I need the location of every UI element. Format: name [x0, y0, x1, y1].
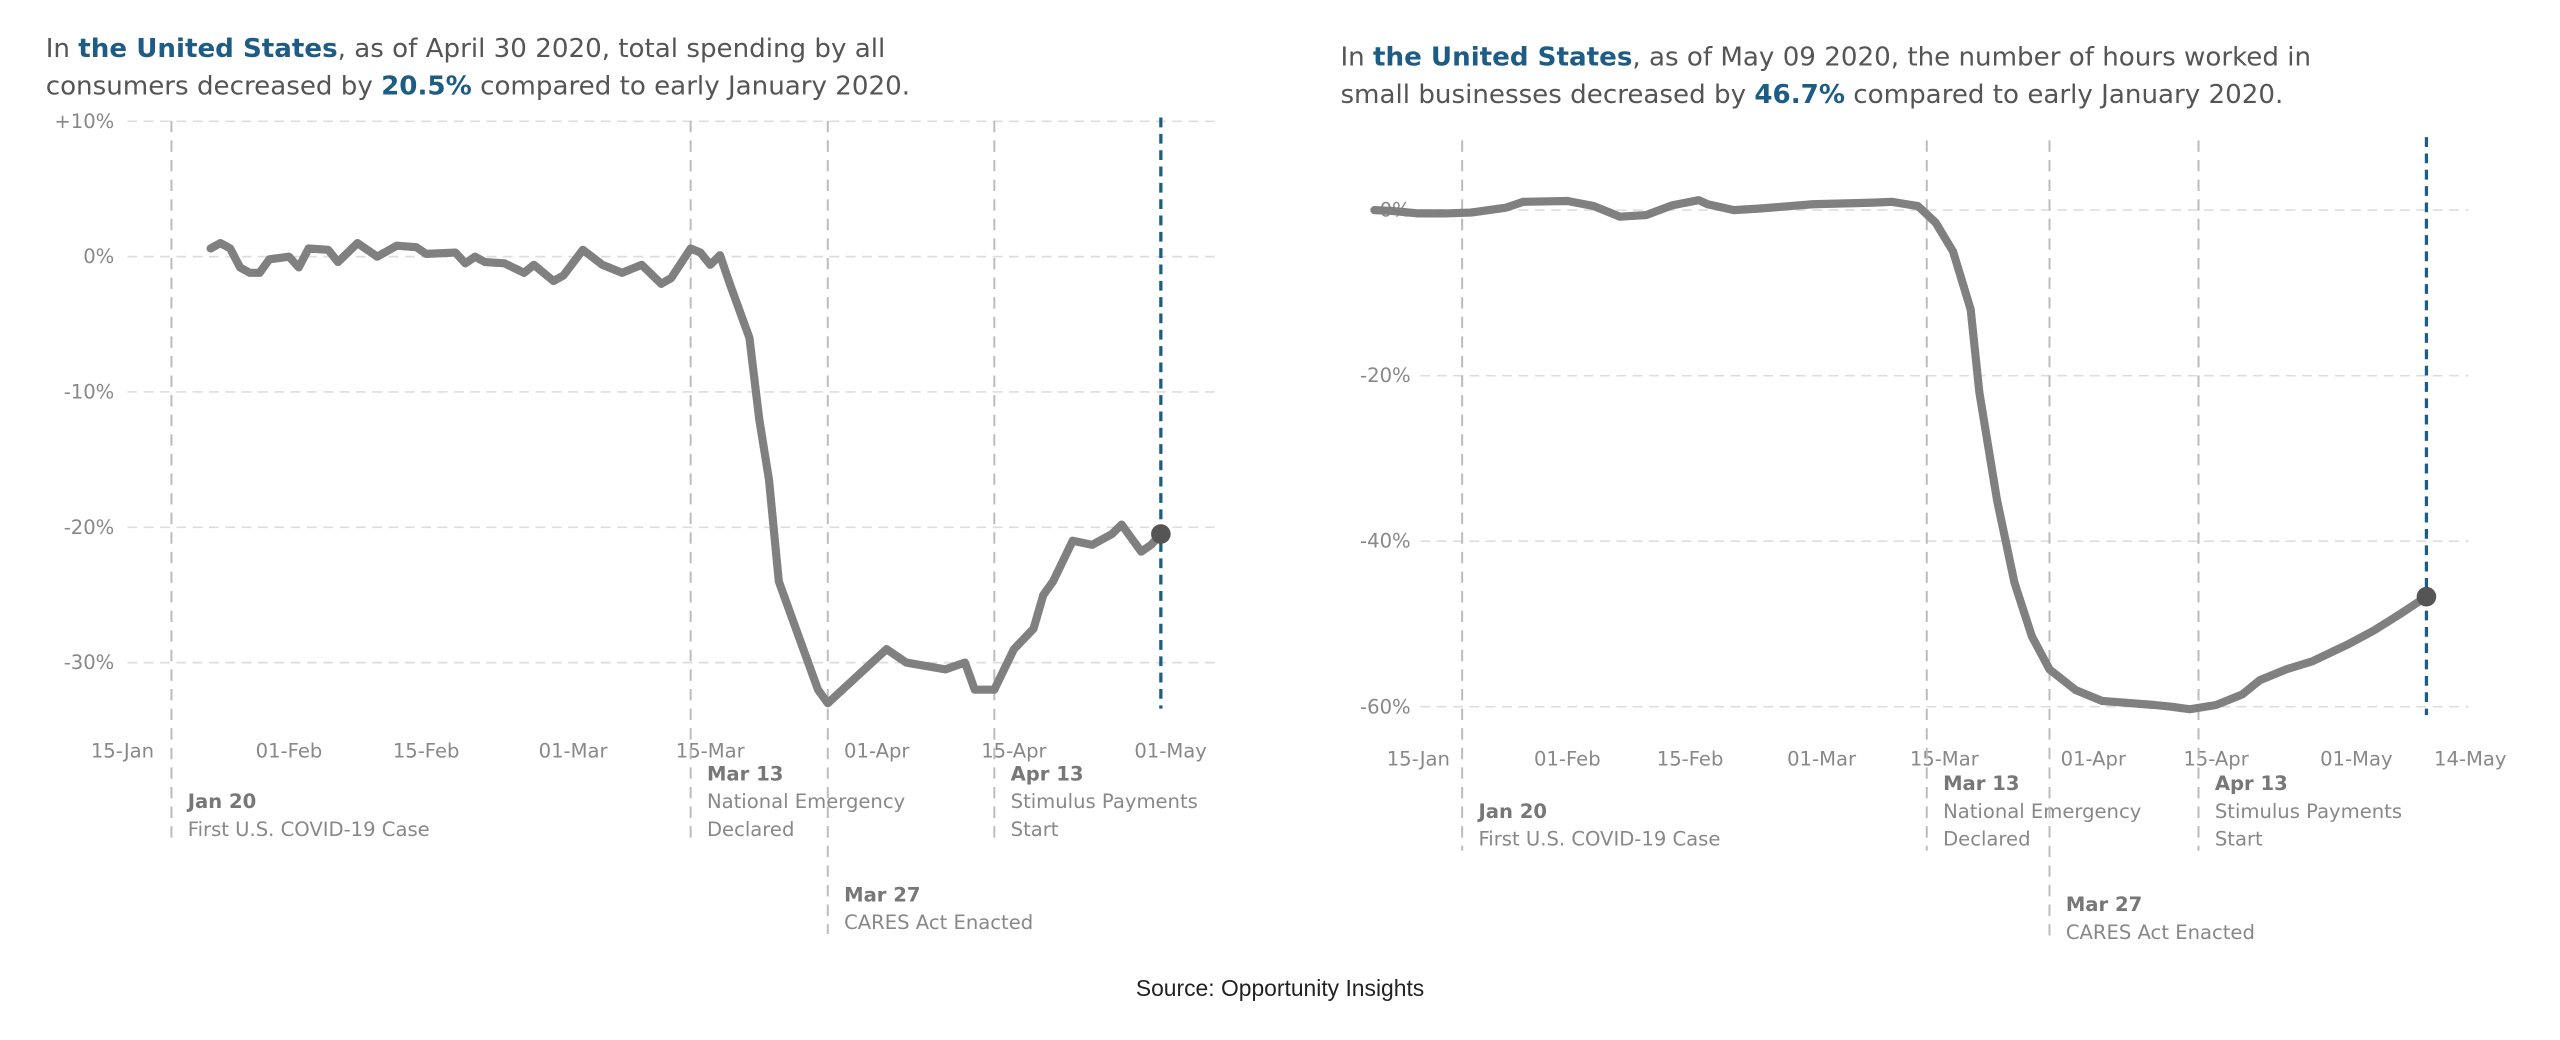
title-highlight: the United States [1373, 40, 1633, 72]
event-label: Apr 13 [1011, 762, 1084, 785]
x-tick-label: 01-Feb [256, 740, 323, 763]
event-label: Mar 13 [707, 762, 783, 785]
title-text: , as of April 30 2020, total spending by… [45, 32, 886, 102]
x-tick-label: 01-Apr [844, 740, 910, 763]
y-tick-label: -20% [1360, 364, 1411, 387]
y-tick-label: -30% [64, 651, 115, 674]
y-tick-label: -40% [1360, 530, 1411, 553]
event-label: Apr 13 [2215, 772, 2288, 795]
event-text: Stimulus Payments [1011, 790, 1198, 813]
title-text: In [45, 32, 79, 64]
title-highlight: 20.5% [381, 70, 472, 102]
title-highlight: the United States [78, 32, 338, 64]
title-text: , as of May 09 2020, the number of hours… [1340, 40, 2312, 110]
event-text: National Emergency [707, 790, 905, 813]
event-label: Jan 20 [186, 790, 257, 813]
event-text: First U.S. COVID-19 Case [188, 818, 430, 841]
event-label: Jan 20 [1476, 800, 1547, 823]
event-text: CARES Act Enacted [844, 911, 1033, 934]
x-tick-label: 01-May [2320, 748, 2392, 771]
x-tick-label: 15-Apr [2183, 748, 2249, 771]
x-tick-label: 15-Mar [676, 740, 746, 763]
event-text: Declared [707, 818, 794, 841]
series-line [206, 239, 1165, 708]
latest-point [1151, 524, 1171, 544]
source: Source: Opportunity Insights [1135, 974, 1425, 1001]
x-tick-label: 01-Feb [1534, 748, 1601, 771]
x-tick-label: 15-Feb [393, 740, 460, 763]
y-tick-label: 0% [83, 245, 114, 268]
x-tick-label: 01-May [1134, 740, 1206, 763]
x-tick-label: 14-May [2434, 748, 2506, 771]
event-text: National Emergency [1943, 800, 2141, 823]
x-tick-label: 01-Apr [2061, 748, 2127, 771]
x-tick-label: 15-Mar [1910, 748, 1980, 771]
x-tick-label: 15-Feb [1657, 748, 1724, 771]
event-label: Mar 13 [1943, 772, 2019, 795]
chart-title: In the United States, as of April 30 202… [46, 29, 1009, 104]
y-tick-label: -60% [1360, 695, 1411, 718]
event-text: Start [2215, 828, 2263, 851]
title-highlight: 46.7% [1754, 78, 1846, 110]
x-tick-label: 15-Apr [981, 740, 1047, 763]
title-text: In [1340, 40, 1374, 72]
event-text: Declared [1943, 828, 2030, 851]
y-tick-label: -10% [64, 380, 115, 403]
title-text: compared to early January 2020. [1845, 78, 2284, 110]
y-tick-label: -20% [64, 516, 115, 539]
event-label: Mar 27 [844, 883, 920, 906]
event-text: Start [1011, 818, 1059, 841]
latest-point [2416, 586, 2437, 607]
chart-title: In the United States, as of May 09 2020,… [1340, 38, 2352, 113]
x-tick-label: 15-Jan [1387, 748, 1450, 771]
x-tick-label: 01-Mar [1787, 748, 1857, 771]
x-tick-label: 15-Jan [91, 740, 154, 763]
event-text: First U.S. COVID-19 Case [1478, 828, 1720, 851]
y-tick-label: +10% [54, 110, 114, 133]
title-text: compared to early January 2020. [471, 70, 911, 102]
event-text: Stimulus Payments [2215, 800, 2402, 823]
series-line [1370, 196, 2431, 714]
event-label: Mar 27 [2066, 893, 2142, 916]
x-tick-label: 01-Mar [539, 740, 609, 763]
event-text: CARES Act Enacted [2066, 921, 2255, 944]
